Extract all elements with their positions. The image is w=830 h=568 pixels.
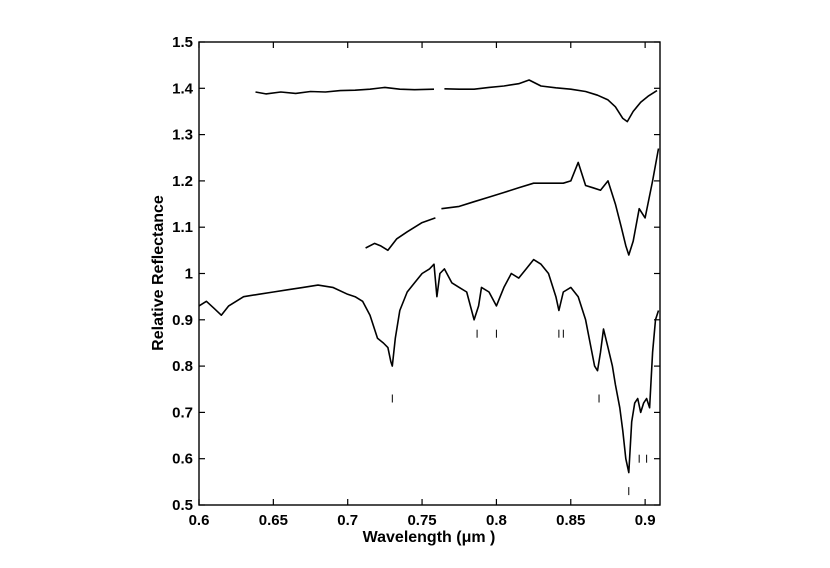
- x-tick-label: 0.85: [556, 512, 585, 529]
- y-tick-labels: 0.5 0.6 0.7 0.8 0.9 1 1.1 1.2 1.3 1.4 1.5: [172, 34, 194, 514]
- absorption-markers: [391, 329, 648, 496]
- plot-frame: [198, 41, 661, 506]
- x-tick-label: 0.75: [407, 512, 436, 529]
- y-tick-label: 1: [185, 266, 193, 283]
- spectrum-line-3: [441, 148, 660, 256]
- spectrum-line-1: [444, 79, 658, 123]
- x-tick-label: 0.6: [189, 512, 210, 529]
- spectra-series: [198, 79, 660, 474]
- x-tick-label: 0.8: [486, 512, 507, 529]
- x-tick-label: 0.9: [635, 512, 656, 529]
- axis-ticks: [198, 41, 660, 506]
- x-axis-title: Wavelength (μm ): [363, 529, 496, 546]
- y-tick-label: 0.7: [172, 404, 193, 421]
- y-tick-label: 1.2: [172, 173, 193, 190]
- y-tick-label: 1.5: [172, 34, 193, 51]
- x-tick-label: 0.65: [259, 512, 288, 529]
- y-axis-title: Relative Reflectance: [150, 195, 167, 351]
- y-tick-label: 1.1: [172, 219, 193, 236]
- y-tick-label: 1.4: [172, 80, 194, 97]
- x-tick-labels: 0.6 0.65 0.7 0.75 0.8 0.85 0.9: [189, 512, 656, 529]
- y-tick-label: 0.9: [172, 312, 193, 329]
- x-tick-label: 0.7: [337, 512, 358, 529]
- y-tick-label: 1.3: [172, 127, 193, 144]
- y-tick-label: 0.5: [172, 497, 193, 514]
- spectrum-line-2: [365, 217, 436, 252]
- spectrum-line-4: [198, 258, 660, 474]
- y-tick-label: 0.8: [172, 358, 193, 375]
- y-tick-label: 0.6: [172, 451, 193, 468]
- spectrum-line-0: [255, 86, 435, 95]
